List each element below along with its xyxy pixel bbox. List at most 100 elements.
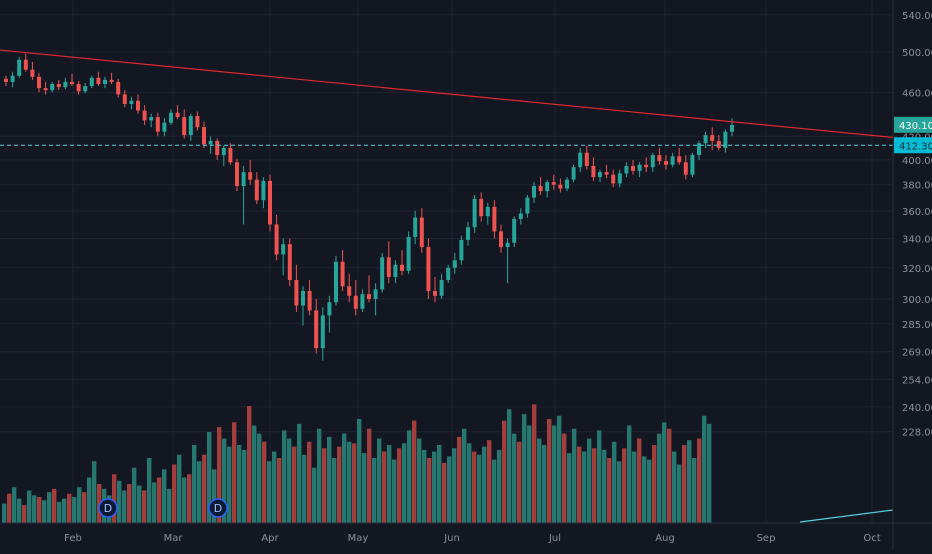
volume-bar (292, 446, 297, 523)
volume-bar (432, 451, 437, 523)
volume-bar (367, 428, 372, 523)
volume-bar (77, 487, 82, 523)
time-tick-label: Oct (863, 533, 880, 544)
volume-bar (682, 445, 687, 523)
candle-body (162, 122, 167, 132)
candle-body (347, 286, 352, 296)
volume-bar (197, 461, 202, 523)
volume-bar (382, 451, 387, 523)
volume-bar (592, 448, 597, 523)
candle-body (400, 264, 404, 271)
volume-bar (122, 490, 127, 523)
price-tick-label: 228.00 (902, 428, 932, 439)
price-tick-label: 240.00 (902, 403, 932, 414)
volume-bar (497, 449, 502, 523)
level-price-badge (894, 137, 932, 154)
time-tick-label: Jul (548, 533, 561, 544)
candle-body (195, 116, 200, 128)
candle-body (393, 264, 398, 277)
volume-bar (632, 451, 637, 523)
volume-bar (567, 453, 572, 523)
candle-body (598, 172, 602, 178)
volume-bar (2, 503, 7, 523)
price-tick-label: 300.00 (902, 295, 932, 306)
candle-body (228, 147, 233, 163)
volume-bar (452, 448, 457, 523)
volume-bar (247, 406, 252, 523)
dividend-marker-label: D (104, 502, 112, 515)
volume-bar (37, 497, 42, 523)
candle-body (4, 78, 8, 82)
time-tick-label: Apr (261, 533, 279, 544)
volume-bar (482, 446, 487, 523)
volume-bar (142, 490, 147, 523)
volume-bar (417, 438, 422, 523)
last-price-badge (894, 116, 932, 133)
candle-body (169, 112, 173, 123)
volume-bar (602, 449, 607, 523)
candle-body (17, 59, 22, 76)
volume-bar (622, 448, 627, 523)
volume-bar (202, 454, 207, 523)
candle-body (268, 180, 272, 225)
volume-bar (192, 445, 197, 523)
candle-body (584, 152, 589, 166)
last-price-label: 430.10 (899, 121, 932, 132)
volume-bar (392, 459, 397, 523)
candle-body (221, 147, 226, 156)
candle-body (155, 117, 160, 132)
volume-bar (577, 446, 582, 523)
volume-bar (97, 484, 102, 523)
volume-bar (257, 433, 262, 523)
volume-bar (702, 415, 707, 523)
volume-bar (387, 445, 392, 523)
candle-body (538, 185, 543, 192)
volume-bar (227, 446, 232, 523)
dividend-marker[interactable] (208, 498, 228, 518)
candle-body (710, 135, 715, 141)
volume-bar (307, 441, 312, 523)
candle-body (281, 244, 286, 255)
dividend-marker-label: D (214, 502, 222, 515)
candle-body (446, 267, 451, 281)
volume-bar (52, 488, 57, 523)
candle-body (485, 206, 490, 217)
price-tick-label: 254.00 (902, 375, 932, 386)
candle-body (697, 143, 701, 156)
candle-body (558, 184, 563, 189)
volume-bar (517, 441, 522, 523)
candle-body (525, 197, 530, 214)
candle-body (314, 310, 319, 349)
candle-body (287, 244, 292, 281)
volume-bar (272, 451, 277, 523)
candle-body (505, 242, 510, 248)
candle-body (591, 165, 596, 178)
candle-body (611, 174, 616, 184)
candle-body (690, 155, 695, 175)
volume-bar (562, 433, 567, 523)
volume-bar (277, 458, 282, 523)
candle-body (235, 162, 239, 186)
volume-bar (47, 492, 52, 523)
volume-bar (137, 485, 142, 523)
price-tick-label: 269.00 (902, 348, 932, 359)
candle-body (182, 117, 187, 136)
volume-bar (582, 451, 587, 523)
volume-bar (477, 454, 482, 523)
candle-body (433, 291, 437, 296)
volume-bar (82, 492, 87, 523)
candle-body (624, 165, 629, 174)
time-tick-label: May (348, 533, 369, 544)
candle-body (241, 172, 246, 186)
volume-bar (472, 451, 477, 523)
candle-body (631, 165, 635, 171)
candle-body (466, 227, 470, 240)
volume-bar (637, 438, 642, 523)
candle-body (261, 180, 266, 201)
dividend-marker[interactable] (98, 498, 118, 518)
price-tick-label: 460.00 (902, 88, 932, 99)
volume-bar (457, 436, 462, 523)
volume-bar (402, 443, 407, 523)
